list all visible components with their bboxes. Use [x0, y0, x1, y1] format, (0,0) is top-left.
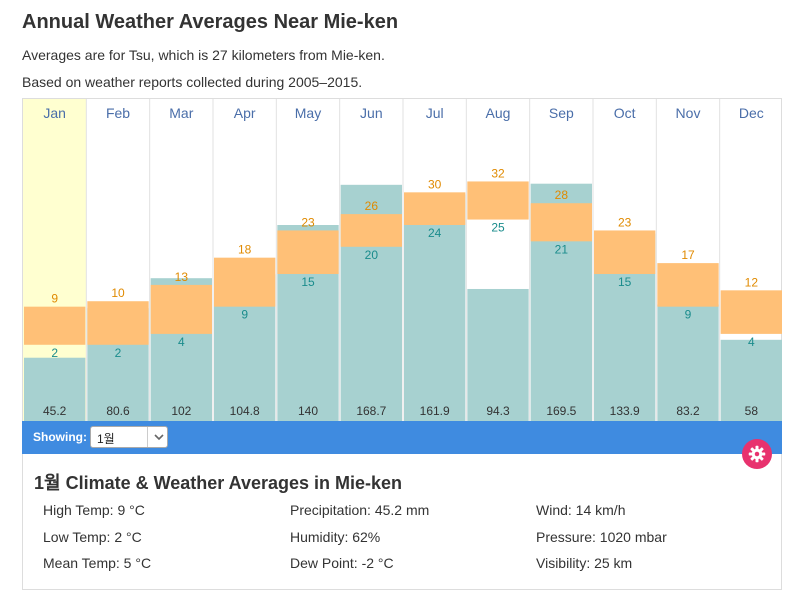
precip-label-jun: 168.7	[356, 404, 386, 418]
high-temp-label-jul: 30	[428, 177, 442, 191]
low-temp-label-aug: 25	[491, 221, 505, 235]
temp-range-bar-oct	[594, 230, 656, 274]
high-temp-label-jun: 26	[365, 199, 379, 213]
location-note: Averages are for Tsu, which is 27 kilome…	[22, 47, 385, 63]
low-temp-label-jul: 24	[428, 226, 442, 240]
high-temp-label-mar: 13	[175, 270, 189, 284]
high-temp-label-feb: 10	[111, 286, 125, 300]
settings-button[interactable]	[742, 439, 772, 469]
temp-range-bar-may	[277, 230, 339, 274]
month-select[interactable]: 1월	[90, 426, 168, 448]
month-label-apr: Apr	[234, 105, 256, 121]
stat-wind: Wind: 14 km/h	[536, 502, 626, 518]
high-temp-label-oct: 23	[618, 215, 632, 229]
month-label-dec: Dec	[739, 105, 764, 121]
precip-label-sep: 169.5	[546, 404, 576, 418]
stat-pressure: Pressure: 1020 mbar	[536, 529, 667, 545]
data-period-note: Based on weather reports collected durin…	[22, 74, 363, 90]
month-select-value: 1월	[97, 432, 115, 446]
precip-bar-jan	[24, 357, 86, 421]
high-temp-label-aug: 32	[491, 166, 505, 180]
high-temp-label-apr: 18	[238, 243, 252, 257]
stat-mean-temp: Mean Temp: 5 °C	[43, 555, 152, 571]
climate-details-panel: 1월 Climate & Weather Averages in Mie-ken…	[22, 439, 782, 590]
low-temp-label-apr: 9	[241, 308, 248, 322]
temp-range-bar-feb	[87, 301, 149, 345]
temp-range-bar-dec	[720, 290, 782, 334]
showing-label: Showing:	[33, 430, 87, 444]
low-temp-label-feb: 2	[115, 346, 122, 360]
temp-range-bar-nov	[657, 263, 719, 307]
precip-label-aug: 94.3	[486, 404, 510, 418]
month-label-oct: Oct	[614, 105, 636, 121]
stat-visibility: Visibility: 25 km	[536, 555, 633, 571]
weather-chart: Jan 45.2 9 2 Feb 80.6 10 2 Mar 102 13 4 Apr 104.8 18 9 M…	[22, 98, 782, 423]
temp-range-bar-sep	[530, 203, 592, 242]
month-label-feb: Feb	[106, 105, 130, 121]
stat-high-temp: High Temp: 9 °C	[43, 502, 145, 518]
stat-humidity: Humidity: 62%	[290, 529, 381, 545]
month-label-jan: Jan	[43, 105, 66, 121]
high-temp-label-sep: 28	[555, 188, 569, 202]
precip-label-jul: 161.9	[420, 404, 450, 418]
precip-label-mar: 102	[171, 404, 191, 418]
precip-label-nov: 83.2	[676, 404, 700, 418]
month-label-may: May	[295, 105, 321, 121]
stat-dew-point: Dew Point: -2 °C	[290, 555, 394, 571]
month-selector-bar: Showing: 1월	[22, 421, 782, 454]
month-label-aug: Aug	[486, 105, 511, 121]
month-label-mar: Mar	[169, 105, 193, 121]
details-title: 1월 Climate & Weather Averages in Mie-ken	[34, 473, 403, 493]
temp-range-bar-jun	[340, 214, 402, 247]
precip-label-dec: 58	[745, 404, 759, 418]
high-temp-label-jan: 9	[51, 292, 58, 306]
gear-icon	[748, 445, 766, 463]
precip-bar-aug	[467, 288, 529, 421]
select-divider	[147, 427, 148, 447]
chevron-down-icon[interactable]	[152, 430, 166, 444]
low-temp-label-oct: 15	[618, 275, 632, 289]
month-label-jul: Jul	[426, 105, 444, 121]
precip-label-apr: 104.8	[230, 404, 260, 418]
temp-range-bar-aug	[467, 181, 529, 220]
low-temp-label-sep: 21	[555, 242, 569, 256]
page-title: Annual Weather Averages Near Mie-ken	[22, 11, 399, 33]
temp-range-bar-jul	[404, 192, 466, 225]
stat-precipitation: Precipitation: 45.2 mm	[290, 502, 430, 518]
high-temp-label-nov: 17	[681, 248, 695, 262]
low-temp-label-jun: 20	[365, 248, 379, 262]
precip-bar-dec	[720, 339, 782, 421]
low-temp-label-jan: 2	[51, 346, 58, 360]
precip-label-jan: 45.2	[43, 404, 67, 418]
low-temp-label-nov: 9	[685, 308, 692, 322]
low-temp-label-mar: 4	[178, 335, 185, 349]
precip-bar-nov	[657, 304, 719, 421]
high-temp-label-may: 23	[301, 215, 315, 229]
month-label-sep: Sep	[549, 105, 574, 121]
precip-label-oct: 133.9	[610, 404, 640, 418]
precip-bar-jul	[404, 194, 466, 421]
high-temp-label-dec: 12	[745, 275, 759, 289]
month-label-nov: Nov	[676, 105, 701, 121]
precip-label-may: 140	[298, 404, 318, 418]
temp-range-bar-mar	[150, 284, 212, 334]
low-temp-label-dec: 4	[748, 335, 755, 349]
temp-range-bar-apr	[214, 257, 276, 307]
month-label-jun: Jun	[360, 105, 383, 121]
temp-range-bar-jan	[24, 306, 86, 345]
low-temp-label-may: 15	[301, 275, 315, 289]
precip-label-feb: 80.6	[106, 404, 130, 418]
stat-low-temp: Low Temp: 2 °C	[43, 529, 142, 545]
